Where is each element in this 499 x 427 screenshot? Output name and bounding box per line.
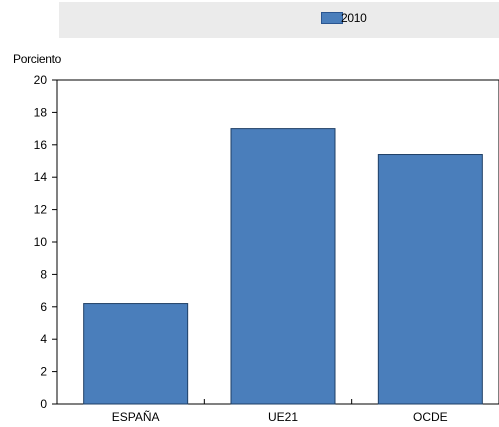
y-tick-label: 2 [40, 365, 47, 379]
y-tick-label: 10 [34, 235, 48, 249]
bar-ue21 [230, 128, 336, 405]
y-tick-label: 16 [34, 138, 48, 152]
y-tick-label: 20 [34, 73, 48, 87]
legend: 2010 [59, 2, 499, 38]
legend-swatch [321, 12, 343, 24]
bar-ocde [377, 154, 483, 405]
x-tick-label: ESPAÑA [112, 410, 160, 424]
y-tick-label: 12 [34, 203, 48, 217]
bar-españa [83, 303, 189, 405]
y-axis-label: Porciento [13, 52, 61, 66]
x-tick-label: OCDE [413, 410, 448, 424]
legend-item-2010: 2010 [321, 11, 367, 25]
x-tick-label: UE21 [268, 410, 298, 424]
legend-label: 2010 [341, 11, 367, 25]
y-tick-label: 4 [40, 332, 47, 346]
y-tick-label: 18 [34, 105, 48, 119]
y-tick-label: 14 [34, 170, 48, 184]
y-tick-label: 8 [40, 267, 47, 281]
y-tick-label: 0 [40, 397, 47, 411]
y-tick-label: 6 [40, 300, 47, 314]
